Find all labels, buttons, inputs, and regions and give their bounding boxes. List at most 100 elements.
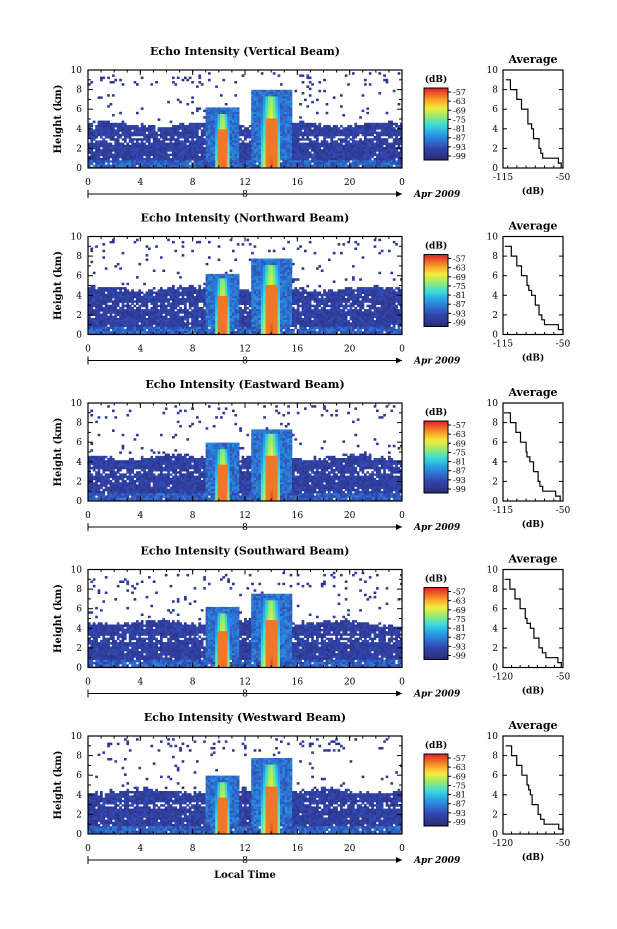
colorbar-step: [424, 158, 448, 161]
colorbar-step: [424, 442, 448, 445]
colorbar-step: [424, 272, 448, 275]
colorbar-step: [424, 616, 448, 619]
colorbar-step: [424, 455, 448, 458]
colorbar-tick-label: -87: [453, 134, 466, 143]
average-profile-line: [505, 79, 562, 168]
colorbar-tick-label: -81: [453, 458, 466, 467]
colorbar-step: [424, 303, 448, 306]
panel-3: Echo Intensity (Eastward Beam)0 4 8 12 16 20 0…: [53, 378, 571, 533]
average-profile: Average 0 2 4 6 8 10 -120 -50 (dB): [487, 719, 571, 863]
colorbar-step: [424, 806, 448, 809]
colorbar-step: [424, 312, 448, 315]
x-tick-label: 12: [239, 678, 250, 688]
colorbar-step: [424, 808, 448, 811]
colorbar-step: [424, 259, 448, 262]
x-tick-label: 0: [399, 345, 405, 355]
colorbar-step: [424, 133, 448, 136]
colorbar-step: [424, 587, 448, 590]
y-tick-label: 0: [76, 664, 82, 674]
colorbar: -57-63-69-75-81-87-93-99: [423, 753, 466, 827]
average-y-tick-label: 8: [492, 252, 498, 262]
colorbar-tick-label: -57: [453, 588, 466, 597]
average-y-tick-label: 10: [487, 732, 499, 742]
colorbar-step: [424, 824, 448, 827]
average-profile-line: [504, 578, 562, 668]
colorbar-step: [424, 636, 448, 639]
colorbar-step: [424, 657, 448, 660]
colorbar-step: [424, 797, 448, 800]
colorbar-tick-label: -69: [453, 106, 466, 115]
x-tick-label: 0: [85, 345, 91, 355]
x-tick-label: 0: [85, 511, 91, 521]
colorbar-step: [424, 89, 448, 92]
average-title: Average: [507, 553, 557, 566]
x-tick-label: 8: [190, 178, 196, 188]
colorbar-step: [424, 654, 448, 657]
colorbar-step: [424, 632, 448, 635]
colorbar-step: [424, 630, 448, 633]
colorbar-step: [424, 476, 448, 479]
colorbar-step: [424, 131, 448, 134]
colorbar-tick-label: -57: [453, 421, 466, 430]
colorbar-step: [424, 422, 448, 425]
colorbar-tick-label: -99: [453, 652, 466, 661]
y-tick-label: 2: [76, 810, 82, 820]
x-tick-label: 8: [190, 345, 196, 355]
colorbar-tick-label: -75: [453, 448, 466, 457]
average-y-tick-label: 6: [492, 272, 498, 282]
colorbar-step: [424, 770, 448, 773]
colorbar-step: [424, 283, 448, 286]
colorbar-step: [424, 324, 448, 327]
colorbar-step: [424, 458, 448, 461]
average-y-tick-label: 0: [492, 331, 498, 341]
colorbar-step: [424, 143, 448, 146]
average-x-tick-label: -115: [493, 173, 513, 183]
colorbar-step: [424, 618, 448, 621]
echo-intensity-field: [88, 405, 402, 501]
colorbar-step: [424, 125, 448, 128]
colorbar-step: [424, 136, 448, 139]
y-tick-label: 4: [76, 458, 82, 468]
colorbar-step: [424, 140, 448, 143]
y-axis-label: Height (km): [53, 251, 64, 320]
y-tick-label: 2: [76, 644, 82, 654]
colorbar-step: [424, 453, 448, 456]
colorbar-step: [424, 149, 448, 152]
echo-intensity-field: [88, 738, 402, 834]
colorbar-step: [424, 154, 448, 157]
colorbar-step: [424, 152, 448, 155]
colorbar-step: [424, 646, 448, 649]
colorbar-step: [424, 421, 448, 424]
average-x-tick-label: -115: [493, 506, 513, 516]
colorbar: -57-63-69-75-81-87-93-99: [423, 420, 466, 494]
average-y-tick-label: 4: [492, 624, 498, 634]
panel-1: Echo Intensity (Vertical Beam)0 4 8 12 16 20 0…: [53, 45, 571, 200]
colorbar-step: [424, 267, 448, 270]
average-frame: [502, 735, 564, 835]
average-y-tick-label: 10: [487, 66, 499, 76]
colorbar-unit: (dB): [425, 74, 447, 85]
colorbar-step: [424, 317, 448, 320]
colorbar-step: [424, 612, 448, 615]
average-y-tick-label: 2: [492, 311, 498, 321]
average-x-label: (dB): [522, 686, 544, 697]
x-tick-label: 4: [137, 844, 143, 854]
average-x-label: (dB): [522, 852, 544, 863]
colorbar-step: [424, 605, 448, 608]
average-frame: [502, 235, 564, 336]
colorbar-step: [424, 451, 448, 454]
echo-intensity-field: [88, 571, 402, 668]
colorbar-step: [424, 295, 448, 298]
average-y-tick-label: 2: [492, 477, 498, 487]
colorbar-tick-label: -75: [453, 282, 466, 291]
colorbar-unit: (dB): [425, 740, 447, 751]
colorbar-step: [424, 294, 448, 297]
colorbar-tick-label: -63: [453, 597, 466, 606]
y-tick-label: 2: [76, 144, 82, 154]
y-tick-label: 10: [71, 732, 83, 742]
colorbar-frame: [423, 254, 449, 327]
average-profile: Average 0 2 4 6 8 10 -115 -50 (dB): [487, 220, 571, 364]
colorbar-step: [424, 764, 448, 767]
colorbar-step: [424, 290, 448, 293]
